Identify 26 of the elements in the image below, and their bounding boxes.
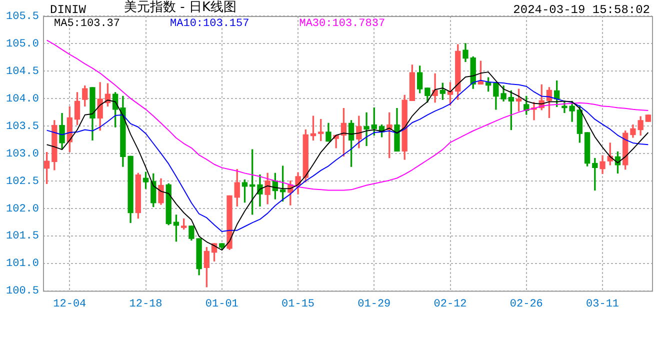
y-tick-label: 104.5 [6, 66, 40, 78]
y-tick-label: 105.5 [6, 10, 40, 23]
y-tick-label: 101.5 [6, 230, 40, 243]
x-tick-label: 12-18 [129, 298, 162, 310]
x-tick-label: 02-12 [434, 298, 467, 310]
y-tick-label: 103.5 [6, 120, 40, 133]
text: MA30:103.7837 [299, 18, 386, 31]
y-tick-label: 105.0 [6, 38, 40, 50]
text: MA5:103.37 [54, 18, 120, 31]
y-tick-label: 101.0 [6, 258, 40, 270]
chart-title: 美元指数 - 日K线图 [124, 0, 236, 15]
text: MA10:103.157 [170, 18, 250, 31]
x-tick-label: 02-26 [510, 298, 543, 310]
y-tick-label: 104.0 [6, 93, 40, 106]
candlestick [645, 114, 652, 122]
x-tick-label: 01-01 [205, 298, 239, 310]
annotation: 2024-03-19 15:58:02 [513, 3, 650, 17]
y-tick-label: 103.0 [6, 148, 40, 160]
x-tick-label: 01-15 [282, 298, 315, 310]
annotation: DINIW [50, 3, 86, 17]
y-tick-label: 100.5 [6, 286, 40, 298]
x-tick-label: 01-29 [358, 298, 391, 310]
x-tick-label: 03-11 [586, 298, 620, 310]
y-tick-label: 102.0 [6, 203, 40, 216]
x-tick-label: 12-04 [53, 298, 87, 310]
y-tick-label: 102.5 [6, 176, 40, 188]
